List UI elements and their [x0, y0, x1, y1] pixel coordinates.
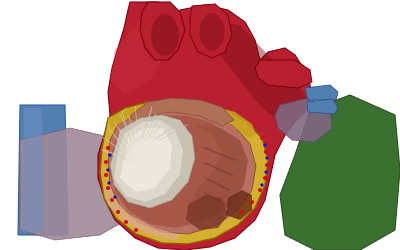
Polygon shape — [275, 98, 332, 142]
Polygon shape — [18, 105, 68, 235]
Circle shape — [258, 188, 262, 192]
Circle shape — [107, 182, 110, 184]
Polygon shape — [98, 2, 312, 250]
Circle shape — [263, 176, 267, 180]
Polygon shape — [190, 4, 232, 58]
Ellipse shape — [200, 13, 224, 51]
Circle shape — [106, 146, 110, 150]
Circle shape — [124, 220, 128, 224]
Circle shape — [264, 150, 268, 154]
Polygon shape — [226, 190, 252, 220]
Circle shape — [104, 160, 108, 164]
Circle shape — [110, 198, 114, 202]
Polygon shape — [108, 108, 256, 234]
Polygon shape — [20, 128, 145, 240]
Polygon shape — [100, 100, 268, 244]
Polygon shape — [307, 99, 338, 114]
Polygon shape — [110, 115, 195, 208]
Circle shape — [260, 136, 264, 140]
Circle shape — [134, 228, 138, 232]
Polygon shape — [110, 15, 165, 95]
Circle shape — [114, 196, 117, 198]
Circle shape — [265, 163, 269, 167]
Polygon shape — [22, 108, 44, 232]
Circle shape — [116, 210, 120, 214]
Polygon shape — [130, 98, 234, 126]
Polygon shape — [140, 2, 185, 60]
Polygon shape — [280, 95, 400, 250]
Circle shape — [104, 173, 108, 177]
Polygon shape — [195, 18, 308, 122]
Polygon shape — [108, 102, 256, 138]
Polygon shape — [255, 60, 312, 88]
Circle shape — [240, 210, 244, 214]
Polygon shape — [188, 125, 248, 222]
Polygon shape — [186, 195, 228, 230]
Circle shape — [106, 186, 110, 190]
Circle shape — [266, 156, 269, 160]
Ellipse shape — [151, 14, 179, 56]
Circle shape — [250, 200, 254, 204]
Polygon shape — [305, 85, 338, 100]
Polygon shape — [120, 128, 172, 192]
Polygon shape — [110, 115, 246, 228]
Circle shape — [106, 168, 110, 172]
Circle shape — [263, 144, 267, 146]
Polygon shape — [114, 120, 183, 202]
Circle shape — [260, 184, 264, 186]
Circle shape — [108, 154, 112, 156]
Circle shape — [264, 170, 268, 173]
Polygon shape — [104, 185, 180, 240]
